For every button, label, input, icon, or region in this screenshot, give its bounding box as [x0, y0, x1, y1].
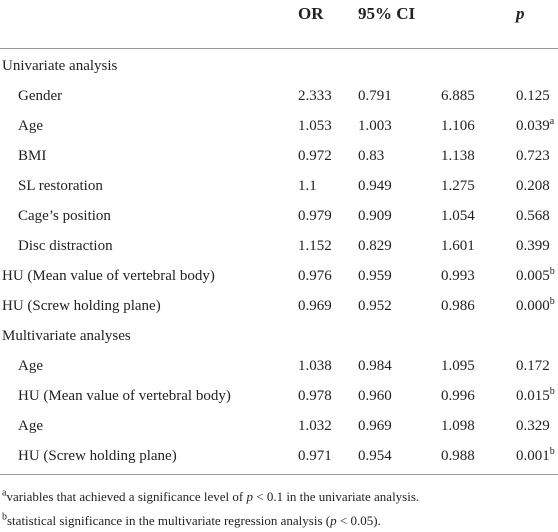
section-title: Univariate analysis [2, 58, 118, 74]
cell: 1.275 [441, 178, 475, 194]
cell-value: 0.000 [516, 298, 550, 314]
header-rule [0, 48, 558, 49]
row-label: Disc distraction [18, 238, 113, 254]
cell: 1.138 [441, 148, 475, 164]
row-label: Gender [18, 88, 63, 104]
cell: 0.039a [516, 116, 554, 136]
cell: 1.038 [298, 358, 332, 374]
footnote-text: p [330, 513, 337, 528]
cell-footnote-mark: b [549, 296, 555, 307]
cell: 0.971 [298, 448, 332, 464]
cell-footnote-mark: b [549, 266, 555, 277]
cell-footnote-mark: b [549, 446, 555, 457]
cell: 0.988 [441, 448, 475, 464]
cell: 1.601 [441, 238, 475, 254]
cell: 0.954 [358, 448, 392, 464]
cell-value: 0.001 [516, 448, 550, 464]
cell: 0.000b [516, 296, 555, 316]
cell-value: 0.015 [516, 388, 550, 404]
cell: 0.993 [441, 268, 475, 284]
cell: 1.032 [298, 418, 332, 434]
footnote: avariables that achieved a significance … [2, 487, 419, 507]
cell: 0.568 [516, 208, 550, 224]
cell: 0.791 [358, 88, 392, 104]
row-label: Age [18, 418, 43, 434]
column-header: 95% CI [358, 4, 416, 23]
cell: 1.152 [298, 238, 332, 254]
cell: 0.399 [516, 238, 550, 254]
cell-footnote-mark: a [549, 116, 555, 127]
cell: 1.1 [298, 178, 317, 194]
cell-footnote-mark: b [549, 386, 555, 397]
cell: 1.003 [358, 118, 392, 134]
cell: 0.001b [516, 446, 555, 466]
column-header: p [516, 4, 525, 23]
cell: 1.098 [441, 418, 475, 434]
cell: 0.208 [516, 178, 550, 194]
cell: 0.984 [358, 358, 392, 374]
cell: 1.054 [441, 208, 475, 224]
row-label: HU (Screw holding plane) [2, 298, 161, 314]
footnote-text: p [246, 489, 253, 504]
row-label: HU (Screw holding plane) [18, 448, 177, 464]
footnote-mark: a [2, 487, 7, 499]
footnote-text: statistical significance in the multivar… [7, 513, 331, 528]
cell: 0.005b [516, 266, 555, 286]
bottom-rule [0, 474, 558, 475]
row-label: Age [18, 358, 43, 374]
footnote-text: < 0.1 in the univariate analysis. [252, 489, 420, 504]
cell: 0.125 [516, 88, 550, 104]
cell: 0.978 [298, 388, 332, 404]
cell: 0.969 [358, 418, 392, 434]
footnote-text: variables that achieved a significance l… [6, 489, 247, 504]
cell: 1.095 [441, 358, 475, 374]
cell: 0.015b [516, 386, 555, 406]
cell-value: 0.005 [516, 268, 550, 284]
cell: 0.829 [358, 238, 392, 254]
cell: 0.969 [298, 298, 332, 314]
row-label: Age [18, 118, 43, 134]
cell: 1.053 [298, 118, 332, 134]
cell: 0.329 [516, 418, 550, 434]
row-label: BMI [18, 148, 47, 164]
cell: 0.959 [358, 268, 392, 284]
cell: 0.909 [358, 208, 392, 224]
footnote-mark: b [2, 511, 7, 523]
column-header: OR [298, 4, 324, 23]
section-title: Multivariate analyses [2, 328, 131, 344]
cell: 0.83 [358, 148, 385, 164]
cell: 2.333 [298, 88, 332, 104]
cell: 0.986 [441, 298, 475, 314]
cell-value: 0.039 [516, 118, 550, 134]
cell: 0.172 [516, 358, 550, 374]
row-label: HU (Mean value of vertebral body) [18, 388, 231, 404]
cell: 0.996 [441, 388, 475, 404]
cell: 1.106 [441, 118, 475, 134]
cell: 0.979 [298, 208, 332, 224]
cell: 6.885 [441, 88, 475, 104]
cell: 0.723 [516, 148, 550, 164]
cell: 0.972 [298, 148, 332, 164]
footnote-text: < 0.05). [336, 513, 381, 528]
cell: 0.949 [358, 178, 392, 194]
row-label: Cage’s position [18, 208, 111, 224]
cell: 0.976 [298, 268, 332, 284]
row-label: SL restoration [18, 178, 103, 194]
cell: 0.952 [358, 298, 392, 314]
footnote: bstatistical significance in the multiva… [2, 511, 381, 531]
cell: 0.960 [358, 388, 392, 404]
row-label: HU (Mean value of vertebral body) [2, 268, 215, 284]
